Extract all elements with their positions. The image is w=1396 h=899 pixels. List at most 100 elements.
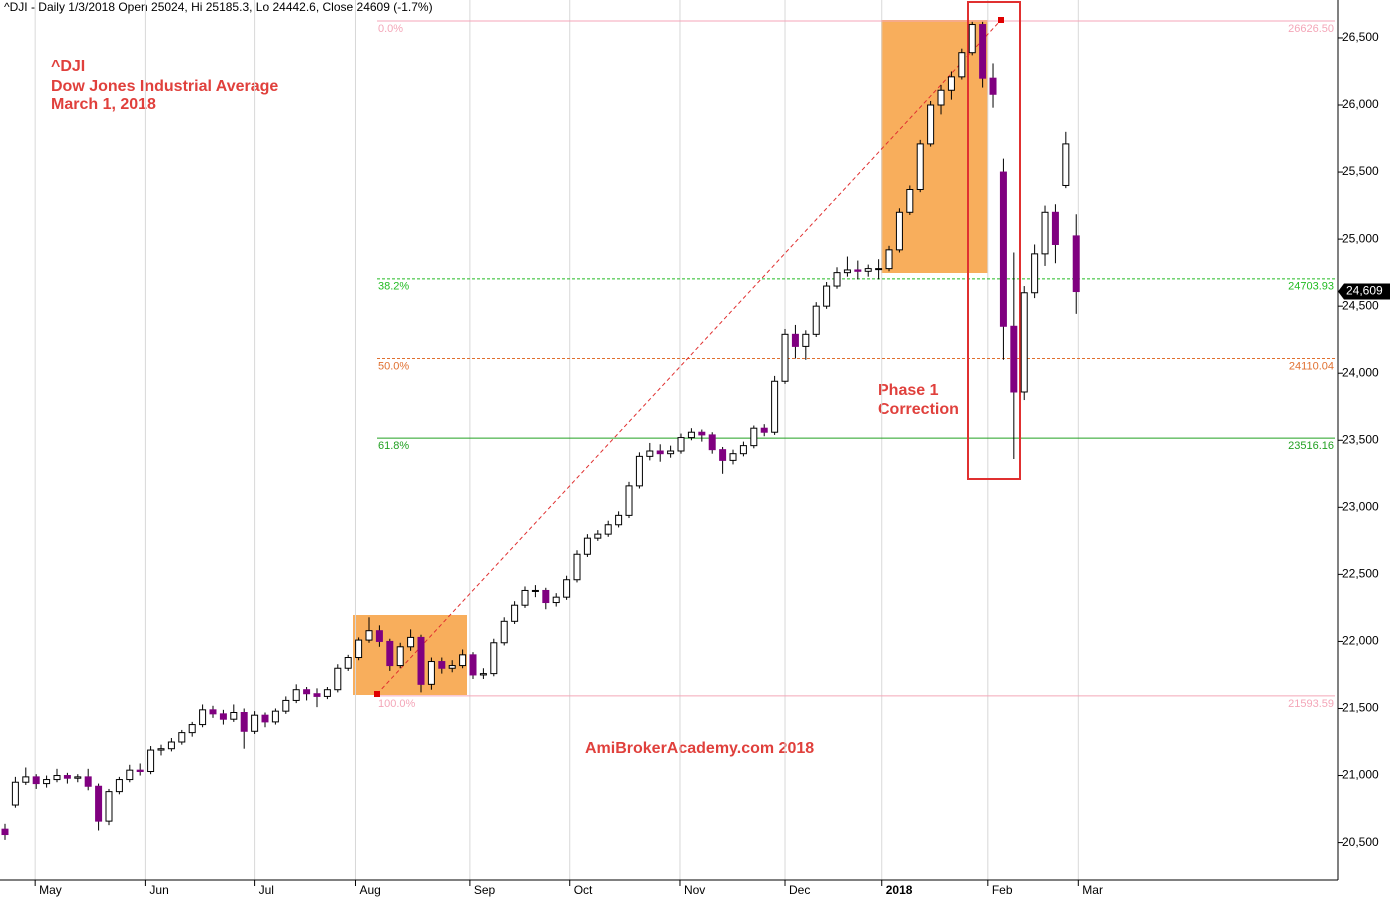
- candle-body: [698, 431, 706, 436]
- candle-body: [677, 437, 685, 452]
- x-tick-label: Sep: [474, 883, 496, 897]
- consolidation-box: [353, 615, 467, 695]
- candle-body: [240, 712, 248, 732]
- candle-body: [864, 268, 872, 272]
- candle-body: [1051, 211, 1059, 245]
- candle-body: [635, 455, 643, 487]
- y-tick-label: 25,000: [1342, 231, 1379, 245]
- candle-body: [542, 589, 550, 604]
- candle-body: [282, 699, 290, 712]
- candle-body: [1031, 253, 1039, 294]
- y-tick-label: 23,000: [1342, 499, 1379, 513]
- candle-body: [927, 104, 935, 145]
- x-tick-label: Jul: [259, 883, 274, 897]
- candle-body: [188, 724, 196, 734]
- candle-body: [43, 779, 51, 785]
- fib-label: 50.0%: [378, 360, 409, 372]
- candle-body: [812, 305, 820, 335]
- trend-marker: [374, 691, 380, 697]
- x-tick-label: Nov: [684, 883, 705, 897]
- candle-body: [687, 431, 695, 439]
- candle-body: [947, 76, 955, 91]
- x-tick-label: May: [39, 883, 62, 897]
- candle-body: [178, 732, 186, 743]
- candle-body: [1020, 292, 1028, 393]
- phase-label: Phase 1: [878, 382, 939, 399]
- x-tick-label: Feb: [992, 883, 1013, 897]
- y-tick-label: 22,500: [1342, 567, 1379, 581]
- candle-body: [115, 779, 123, 793]
- candle-body: [261, 714, 269, 723]
- symbol-label: ^DJI: [51, 58, 85, 75]
- x-tick-label: Mar: [1082, 883, 1103, 897]
- price-tag-label: 24,609: [1346, 284, 1383, 298]
- y-tick-label: 24,500: [1342, 298, 1379, 312]
- candle-body: [656, 450, 664, 455]
- fib-value: 24703.93: [1288, 281, 1334, 293]
- candle-body: [1010, 325, 1018, 393]
- candle-body: [448, 665, 456, 669]
- correction-box: [967, 1, 1021, 480]
- x-tick-label: Aug: [359, 883, 380, 897]
- candle-body: [22, 776, 30, 783]
- x-tick-label: 2018: [886, 883, 913, 897]
- candle-body: [313, 693, 321, 697]
- candle-body: [136, 769, 144, 773]
- y-tick-label: 25,500: [1342, 164, 1379, 178]
- candle-body: [854, 269, 862, 272]
- candle-body: [490, 642, 498, 675]
- candle-body: [95, 785, 103, 822]
- fib-label: 61.8%: [378, 440, 409, 452]
- candle-body: [667, 450, 675, 455]
- fib-value: 26626.50: [1288, 23, 1334, 35]
- candle-body: [916, 143, 924, 190]
- candle-body: [251, 714, 259, 732]
- y-tick-label: 23,500: [1342, 432, 1379, 446]
- candle-body: [760, 427, 768, 433]
- trend-marker: [998, 17, 1004, 23]
- candle-body: [1041, 211, 1049, 255]
- fib-value: 21593.59: [1288, 698, 1334, 710]
- candle-body: [750, 427, 758, 447]
- chart-title: ^DJI - Daily 1/3/2018 Open 25024, Hi 251…: [4, 0, 433, 14]
- fib-label: 0.0%: [378, 23, 403, 35]
- candle-body: [594, 533, 602, 539]
- fib-value: 23516.16: [1288, 440, 1334, 452]
- y-tick-label: 22,000: [1342, 634, 1379, 648]
- candle-body: [843, 269, 851, 274]
- candle-body: [74, 776, 82, 779]
- candle-body: [407, 636, 415, 648]
- candle-body: [167, 741, 175, 750]
- x-tick-label: Oct: [574, 883, 593, 897]
- candle-body: [573, 553, 581, 581]
- candle-body: [292, 689, 300, 701]
- fib-value: 24110.04: [1289, 360, 1334, 372]
- candle-body: [937, 89, 945, 106]
- candle-body: [719, 449, 727, 461]
- candle-body: [303, 689, 311, 695]
- watermark: AmiBrokerAcademy.com 2018: [585, 740, 814, 757]
- y-tick-label: 26,500: [1342, 30, 1379, 44]
- candle-body: [147, 749, 155, 773]
- candle-body: [386, 640, 394, 667]
- candle-body: [521, 589, 529, 606]
- candle-body: [646, 450, 654, 457]
- candle-body: [105, 791, 113, 822]
- annotations: [353, 20, 988, 695]
- candle-body: [708, 434, 716, 451]
- candle-body: [958, 52, 966, 78]
- candle-body: [989, 77, 997, 95]
- candle-body: [895, 211, 903, 251]
- candle-body: [1, 828, 9, 836]
- candle-body: [365, 630, 373, 641]
- candle-body: [968, 24, 976, 54]
- candle-body: [999, 171, 1007, 327]
- candle-body: [230, 712, 238, 720]
- candle-body: [209, 709, 217, 715]
- candle-body: [396, 646, 404, 667]
- candle-body: [729, 453, 737, 461]
- trend-line: [376, 19, 1002, 695]
- candle-body: [552, 596, 560, 604]
- candle-body: [1062, 143, 1070, 186]
